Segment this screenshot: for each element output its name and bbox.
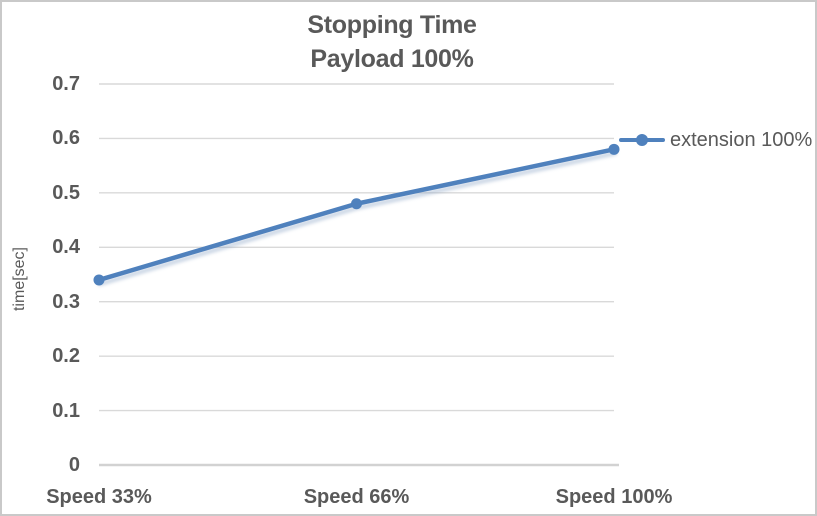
x-tick-label: Speed 33% <box>46 486 152 508</box>
legend-line-marker-icon <box>619 134 665 146</box>
data-point-marker <box>608 143 620 155</box>
y-tick-label: 0.4 <box>52 236 80 259</box>
series-line <box>96 147 617 283</box>
y-tick-label: 0 <box>68 454 80 476</box>
chart-title-line-2: Payload 100% <box>310 45 474 73</box>
chart-title-line-1: Stopping Time <box>307 11 477 39</box>
y-tick-label: 0.2 <box>52 345 80 368</box>
y-tick-label: 0.6 <box>52 127 80 150</box>
legend: extension 100% <box>619 129 812 151</box>
y-tick-label: 0.5 <box>52 181 80 204</box>
data-point-marker <box>93 274 105 286</box>
y-tick-label: 0.1 <box>52 399 80 422</box>
x-tick-label: Speed 100% <box>555 486 673 508</box>
data-point-marker <box>351 198 362 210</box>
chart-title: Stopping Time Payload 100% <box>2 8 782 76</box>
legend-series-label: extension 100% <box>670 129 813 151</box>
y-tick-label: 0.3 <box>52 290 80 313</box>
y-tick-label: 0.7 <box>52 73 80 95</box>
x-tick-label: Speed 66% <box>303 486 410 508</box>
